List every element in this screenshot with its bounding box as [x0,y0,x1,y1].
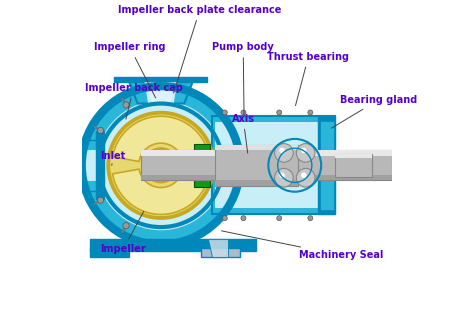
Polygon shape [82,150,99,181]
Circle shape [241,216,246,221]
Polygon shape [90,248,129,257]
Polygon shape [335,154,373,177]
Text: Impeller: Impeller [100,211,146,254]
Polygon shape [209,239,228,257]
Circle shape [222,216,228,221]
Circle shape [96,100,226,230]
Circle shape [123,222,129,229]
Polygon shape [128,80,193,104]
Circle shape [107,111,215,219]
Circle shape [296,144,315,162]
Polygon shape [335,154,373,158]
Circle shape [296,168,315,187]
Polygon shape [145,82,177,104]
Polygon shape [212,116,335,214]
Text: Thrust bearing: Thrust bearing [267,51,349,105]
Text: Impeller back plate clearance: Impeller back plate clearance [118,5,282,93]
Polygon shape [141,150,392,180]
Polygon shape [141,150,392,156]
Polygon shape [90,239,256,251]
Circle shape [308,110,313,115]
Text: Impeller back cap: Impeller back cap [85,83,182,119]
Circle shape [149,82,173,106]
Circle shape [222,110,228,115]
Text: Inlet: Inlet [100,151,126,165]
Circle shape [274,168,293,187]
Polygon shape [82,140,99,191]
Polygon shape [216,145,298,150]
Circle shape [98,127,104,134]
Text: Impeller ring: Impeller ring [94,42,165,98]
Text: Bearing gland: Bearing gland [331,95,417,128]
Polygon shape [319,121,334,210]
Polygon shape [112,116,209,162]
Text: Pump body: Pump body [212,42,274,115]
Polygon shape [216,145,298,186]
Circle shape [82,86,240,245]
Polygon shape [216,180,298,186]
Circle shape [144,148,178,183]
Polygon shape [141,175,392,180]
Polygon shape [114,77,208,82]
Circle shape [279,148,285,153]
Polygon shape [318,116,335,214]
Polygon shape [96,131,104,199]
Polygon shape [216,122,329,208]
Polygon shape [201,248,240,257]
Circle shape [146,151,175,180]
Text: Machinery Seal: Machinery Seal [221,231,383,261]
Circle shape [277,216,282,221]
Circle shape [109,114,212,217]
Circle shape [98,197,104,203]
Circle shape [123,102,129,108]
Circle shape [301,148,307,153]
Circle shape [274,144,293,162]
Polygon shape [194,173,210,187]
Circle shape [301,173,307,178]
Circle shape [308,216,313,221]
Circle shape [277,110,282,115]
Circle shape [241,110,246,115]
Circle shape [279,173,285,178]
Polygon shape [112,169,209,214]
Text: Axis: Axis [232,114,255,153]
Polygon shape [194,144,210,158]
